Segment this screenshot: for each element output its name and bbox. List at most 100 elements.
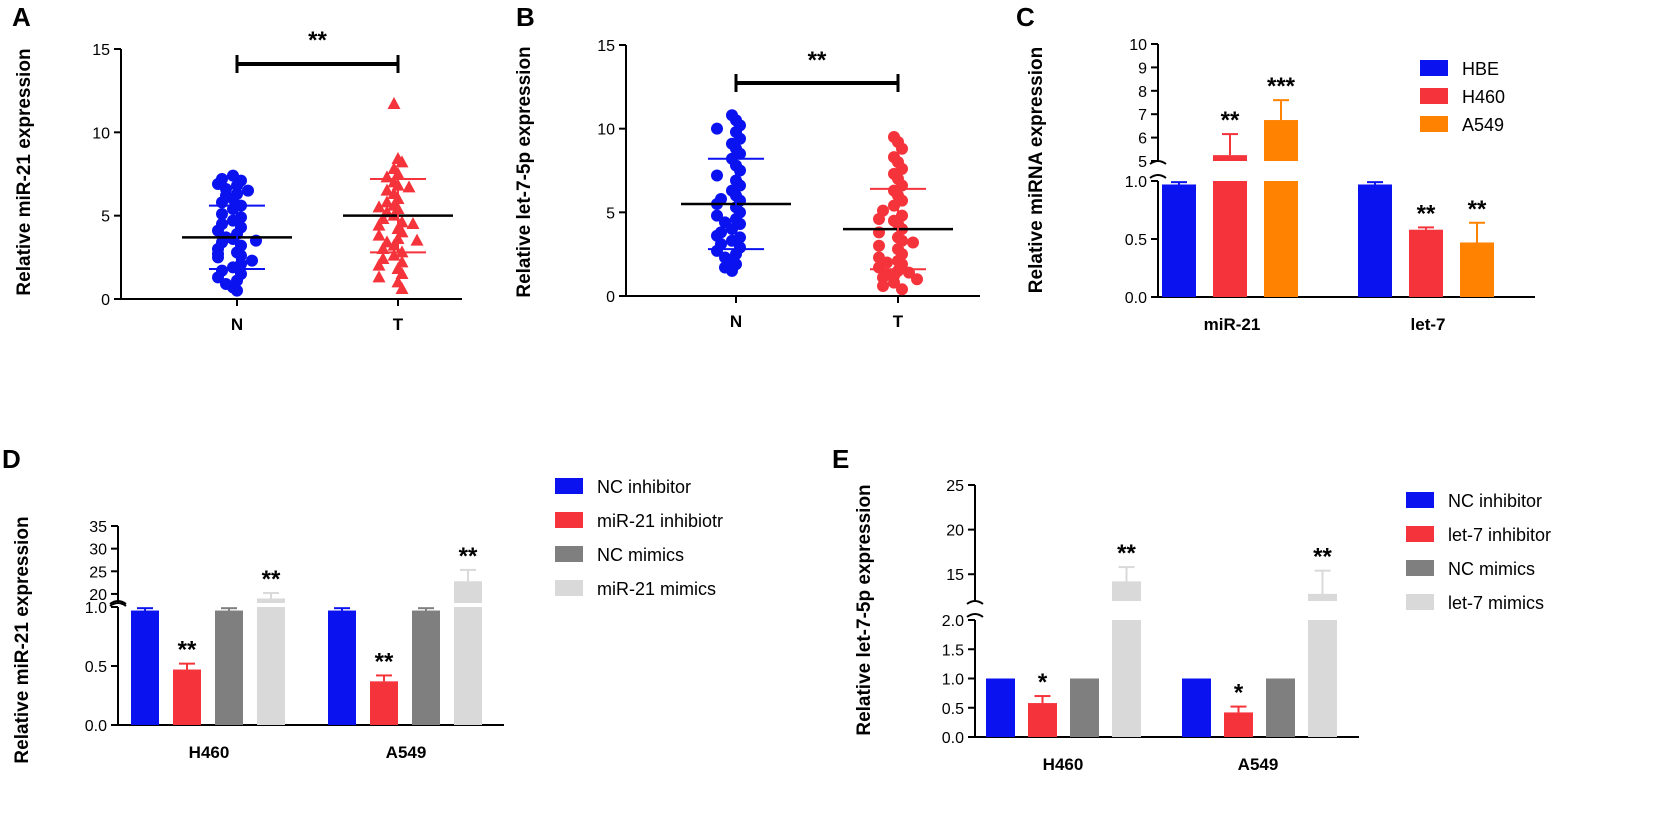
bar bbox=[1112, 581, 1141, 601]
y-tick-label: 1.5 bbox=[942, 642, 964, 659]
data-point bbox=[380, 195, 394, 208]
legend-label: HBE bbox=[1462, 59, 1499, 79]
data-point bbox=[881, 256, 893, 269]
x-tick-label: let-7 bbox=[1411, 315, 1446, 334]
significance-marker: ** bbox=[1417, 200, 1436, 227]
y-tick-label: 1.0 bbox=[942, 672, 964, 689]
significance-marker: ** bbox=[1468, 196, 1487, 223]
bar bbox=[1409, 229, 1443, 297]
bar bbox=[1162, 184, 1196, 297]
y-tick-label: 0.5 bbox=[85, 659, 107, 676]
y-tick-label: 15 bbox=[946, 567, 964, 584]
y-tick-label: 2.0 bbox=[942, 613, 964, 630]
legend-label: NC mimics bbox=[597, 545, 684, 565]
y-axis-label: Relative miRNA expression bbox=[1026, 47, 1047, 293]
bar bbox=[1264, 181, 1298, 297]
y-tick-label: 10 bbox=[92, 125, 110, 142]
panel-e-letter: E bbox=[832, 444, 849, 474]
bar bbox=[1264, 120, 1298, 161]
significance-marker: ** bbox=[1313, 544, 1332, 571]
bar bbox=[1182, 678, 1211, 737]
y-tick-label: 25 bbox=[89, 564, 107, 581]
data-point bbox=[391, 167, 405, 179]
bar bbox=[257, 607, 285, 725]
y-tick-label: 0.5 bbox=[1125, 232, 1147, 249]
data-point bbox=[711, 209, 723, 222]
legend-swatch bbox=[1406, 526, 1434, 542]
y-tick-label: 5 bbox=[606, 205, 615, 222]
bar bbox=[215, 610, 243, 725]
y-tick-label: 9 bbox=[1138, 60, 1147, 77]
x-tick-label: N bbox=[730, 312, 742, 331]
legend-swatch bbox=[555, 478, 583, 494]
y-tick-label: 5 bbox=[1138, 154, 1147, 171]
bar bbox=[986, 678, 1015, 737]
legend-swatch bbox=[555, 546, 583, 562]
data-point bbox=[372, 228, 386, 241]
significance-marker: ** bbox=[375, 648, 394, 675]
panel-a-letter: A bbox=[12, 2, 31, 32]
y-tick-label: 30 bbox=[89, 542, 107, 559]
significance-marker: ** bbox=[262, 566, 281, 593]
data-point bbox=[372, 270, 386, 283]
data-point bbox=[216, 208, 228, 220]
significance-marker: ** bbox=[1221, 107, 1240, 134]
x-tick-label: T bbox=[393, 315, 404, 334]
bar bbox=[454, 607, 482, 725]
y-tick-label: 8 bbox=[1138, 84, 1147, 101]
x-tick-label: miR-21 bbox=[1204, 315, 1261, 334]
panel-d-letter: D bbox=[2, 444, 21, 474]
legend-label: A549 bbox=[1462, 115, 1504, 135]
data-point bbox=[212, 248, 224, 260]
significance-marker: *** bbox=[1267, 73, 1296, 100]
bar bbox=[1266, 678, 1295, 737]
legend-swatch bbox=[1420, 60, 1448, 76]
y-tick-label: 0.0 bbox=[85, 718, 107, 735]
data-point bbox=[395, 155, 409, 168]
data-point bbox=[402, 180, 416, 193]
data-point bbox=[231, 179, 243, 192]
x-tick-label: N bbox=[231, 315, 243, 334]
bar bbox=[412, 610, 440, 725]
significance-marker: ** bbox=[808, 47, 827, 74]
y-tick-label: 1.0 bbox=[1125, 174, 1147, 191]
bar bbox=[1358, 184, 1392, 297]
data-point bbox=[907, 236, 919, 249]
significance-marker: ** bbox=[459, 543, 478, 570]
legend-label: NC mimics bbox=[1448, 559, 1535, 579]
data-point bbox=[711, 122, 723, 135]
bar bbox=[1213, 181, 1247, 297]
legend-swatch bbox=[1406, 492, 1434, 508]
data-point bbox=[372, 218, 386, 231]
y-tick-label: 15 bbox=[597, 38, 615, 55]
axis-break-mark bbox=[1149, 174, 1167, 179]
bar bbox=[1308, 620, 1337, 737]
data-point bbox=[212, 271, 224, 284]
data-point bbox=[372, 200, 386, 213]
data-point bbox=[711, 229, 723, 242]
bar bbox=[1112, 620, 1141, 737]
y-tick-label: 10 bbox=[1129, 37, 1147, 54]
significance-marker: ** bbox=[1117, 540, 1136, 567]
y-axis-label: Relative let-7-5p expression bbox=[854, 484, 875, 735]
data-point bbox=[387, 97, 401, 109]
bar bbox=[173, 669, 201, 725]
legend-swatch bbox=[1420, 116, 1448, 132]
y-axis-label: Relative miR-21 expression bbox=[14, 48, 35, 295]
y-tick-label: 6 bbox=[1138, 131, 1147, 148]
bar bbox=[1070, 678, 1099, 737]
data-point bbox=[711, 244, 723, 257]
legend-label: miR-21 inhibiotr bbox=[597, 511, 723, 531]
axis-break-mark bbox=[966, 613, 984, 618]
bar bbox=[1028, 703, 1057, 737]
data-point bbox=[372, 258, 386, 271]
data-point bbox=[888, 276, 900, 289]
y-tick-label: 10 bbox=[597, 122, 615, 139]
legend-swatch bbox=[1406, 560, 1434, 576]
legend-label: NC inhibitor bbox=[597, 477, 691, 497]
x-tick-label: A549 bbox=[1238, 755, 1279, 774]
y-tick-label: 15 bbox=[92, 42, 110, 59]
bar bbox=[1224, 712, 1253, 737]
data-point bbox=[896, 283, 908, 296]
